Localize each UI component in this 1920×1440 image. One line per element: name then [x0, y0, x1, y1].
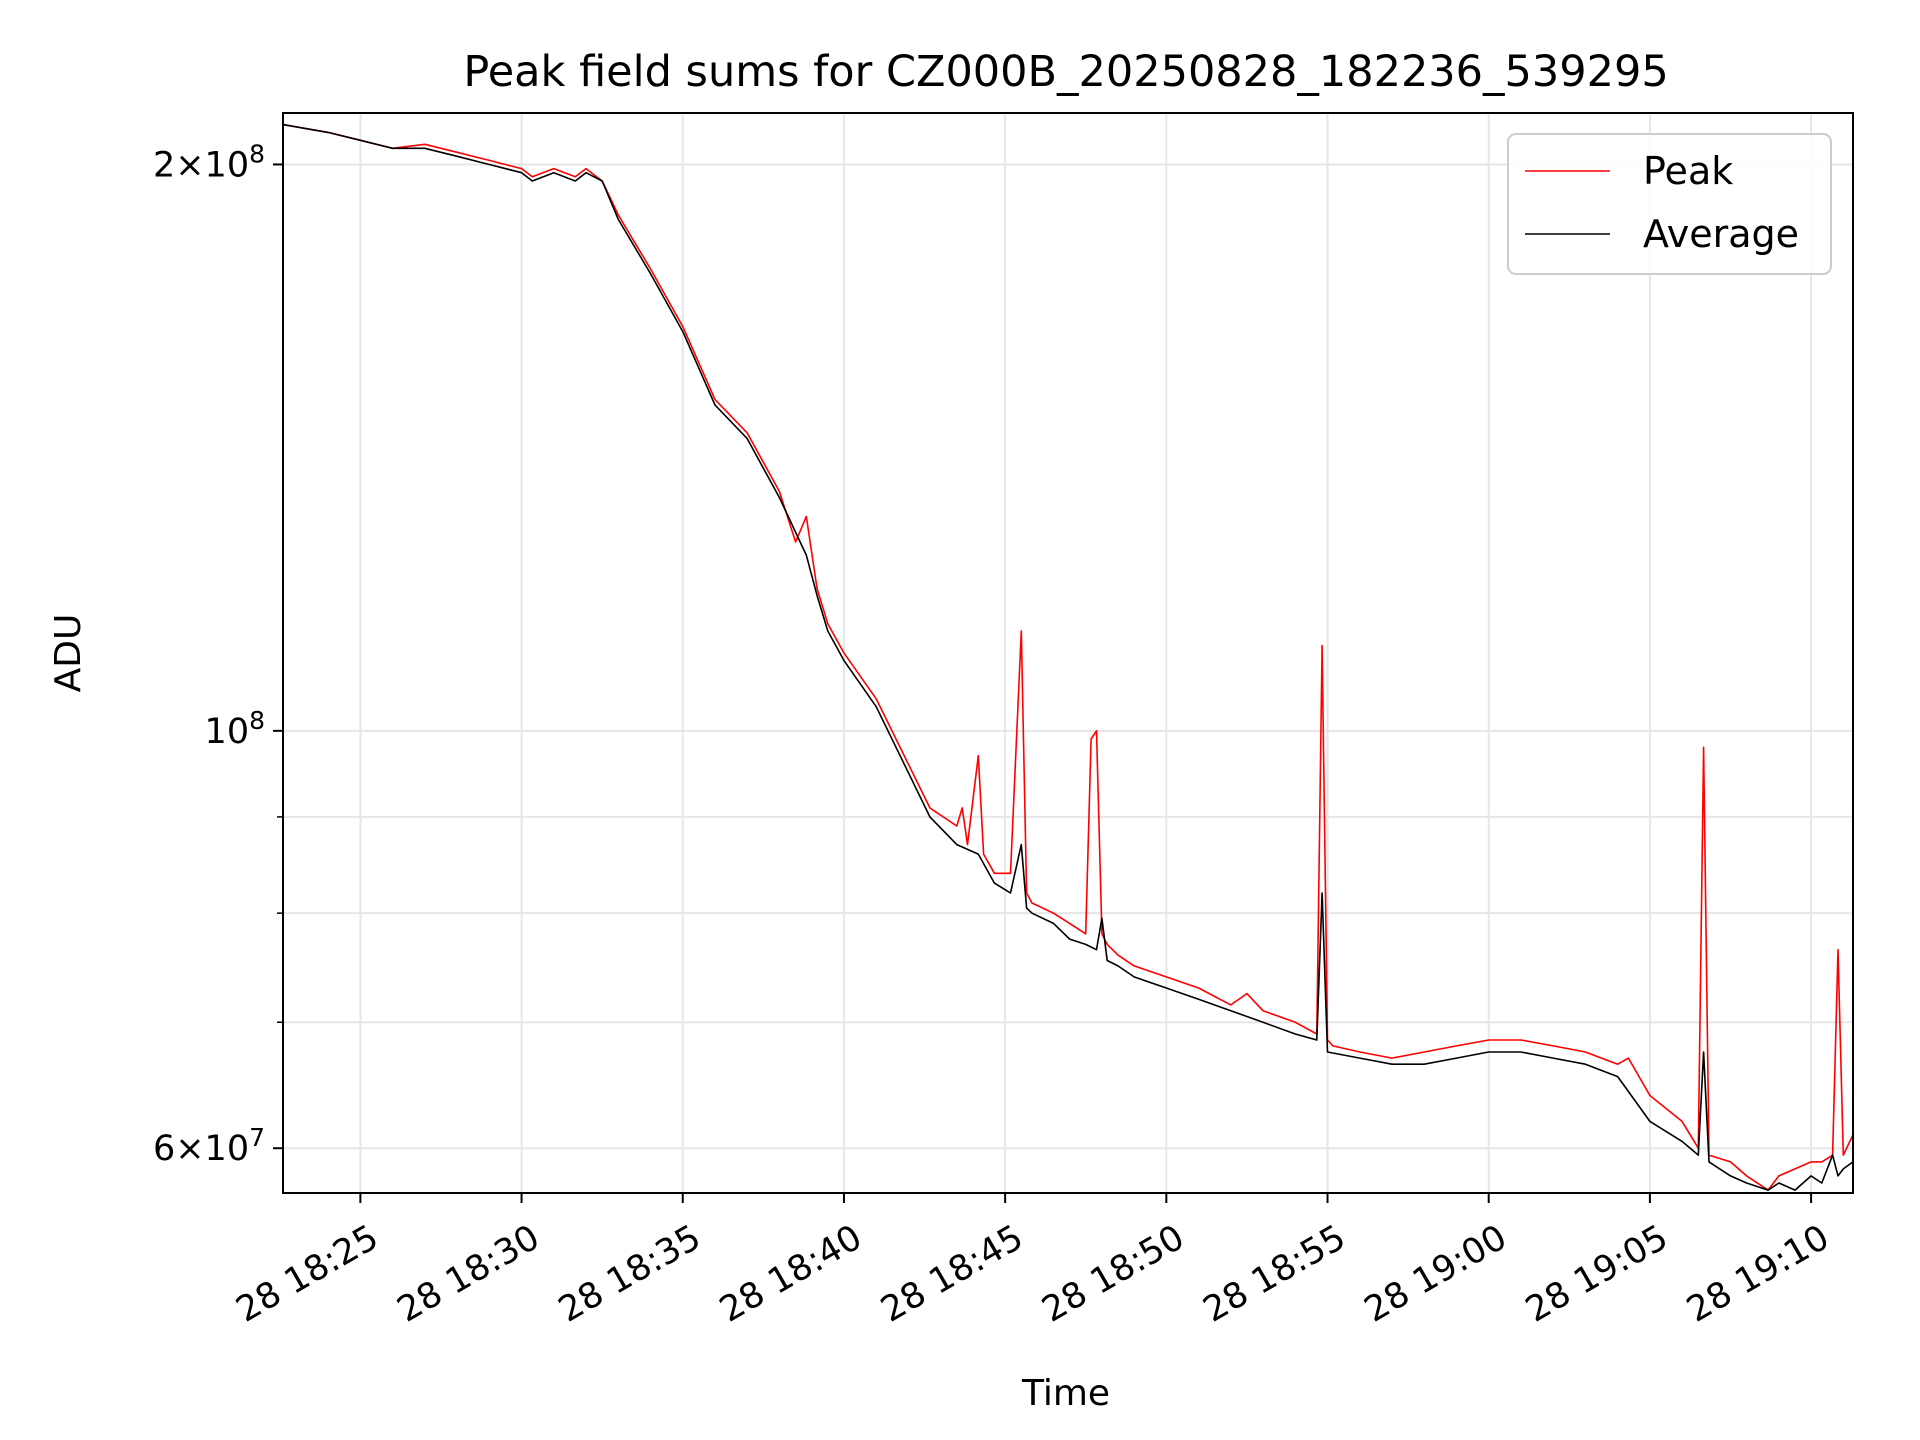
y-axis-ticks: 2×108 108 6×107 [153, 139, 283, 1169]
y-tick-label: 108 [205, 706, 265, 752]
series-line-average [282, 123, 1854, 1191]
y-tick-label: 6×107 [153, 1123, 265, 1169]
grid [283, 113, 1853, 1193]
legend-box [1507, 133, 1832, 275]
plot-frame [282, 112, 1854, 1194]
y-axis-title: ADU [48, 614, 89, 693]
legend: Peak Average [1507, 133, 1832, 275]
y-tick-label: 2×108 [153, 139, 265, 185]
plot-lines [282, 123, 1854, 1191]
x-axis-title: Time [1021, 1373, 1110, 1414]
legend-label-average: Average [1643, 212, 1799, 256]
series-line-peak [282, 123, 1854, 1191]
legend-label-peak: Peak [1643, 149, 1733, 193]
chart-title: Peak field sums for CZ000B_20250828_1822… [463, 47, 1668, 97]
